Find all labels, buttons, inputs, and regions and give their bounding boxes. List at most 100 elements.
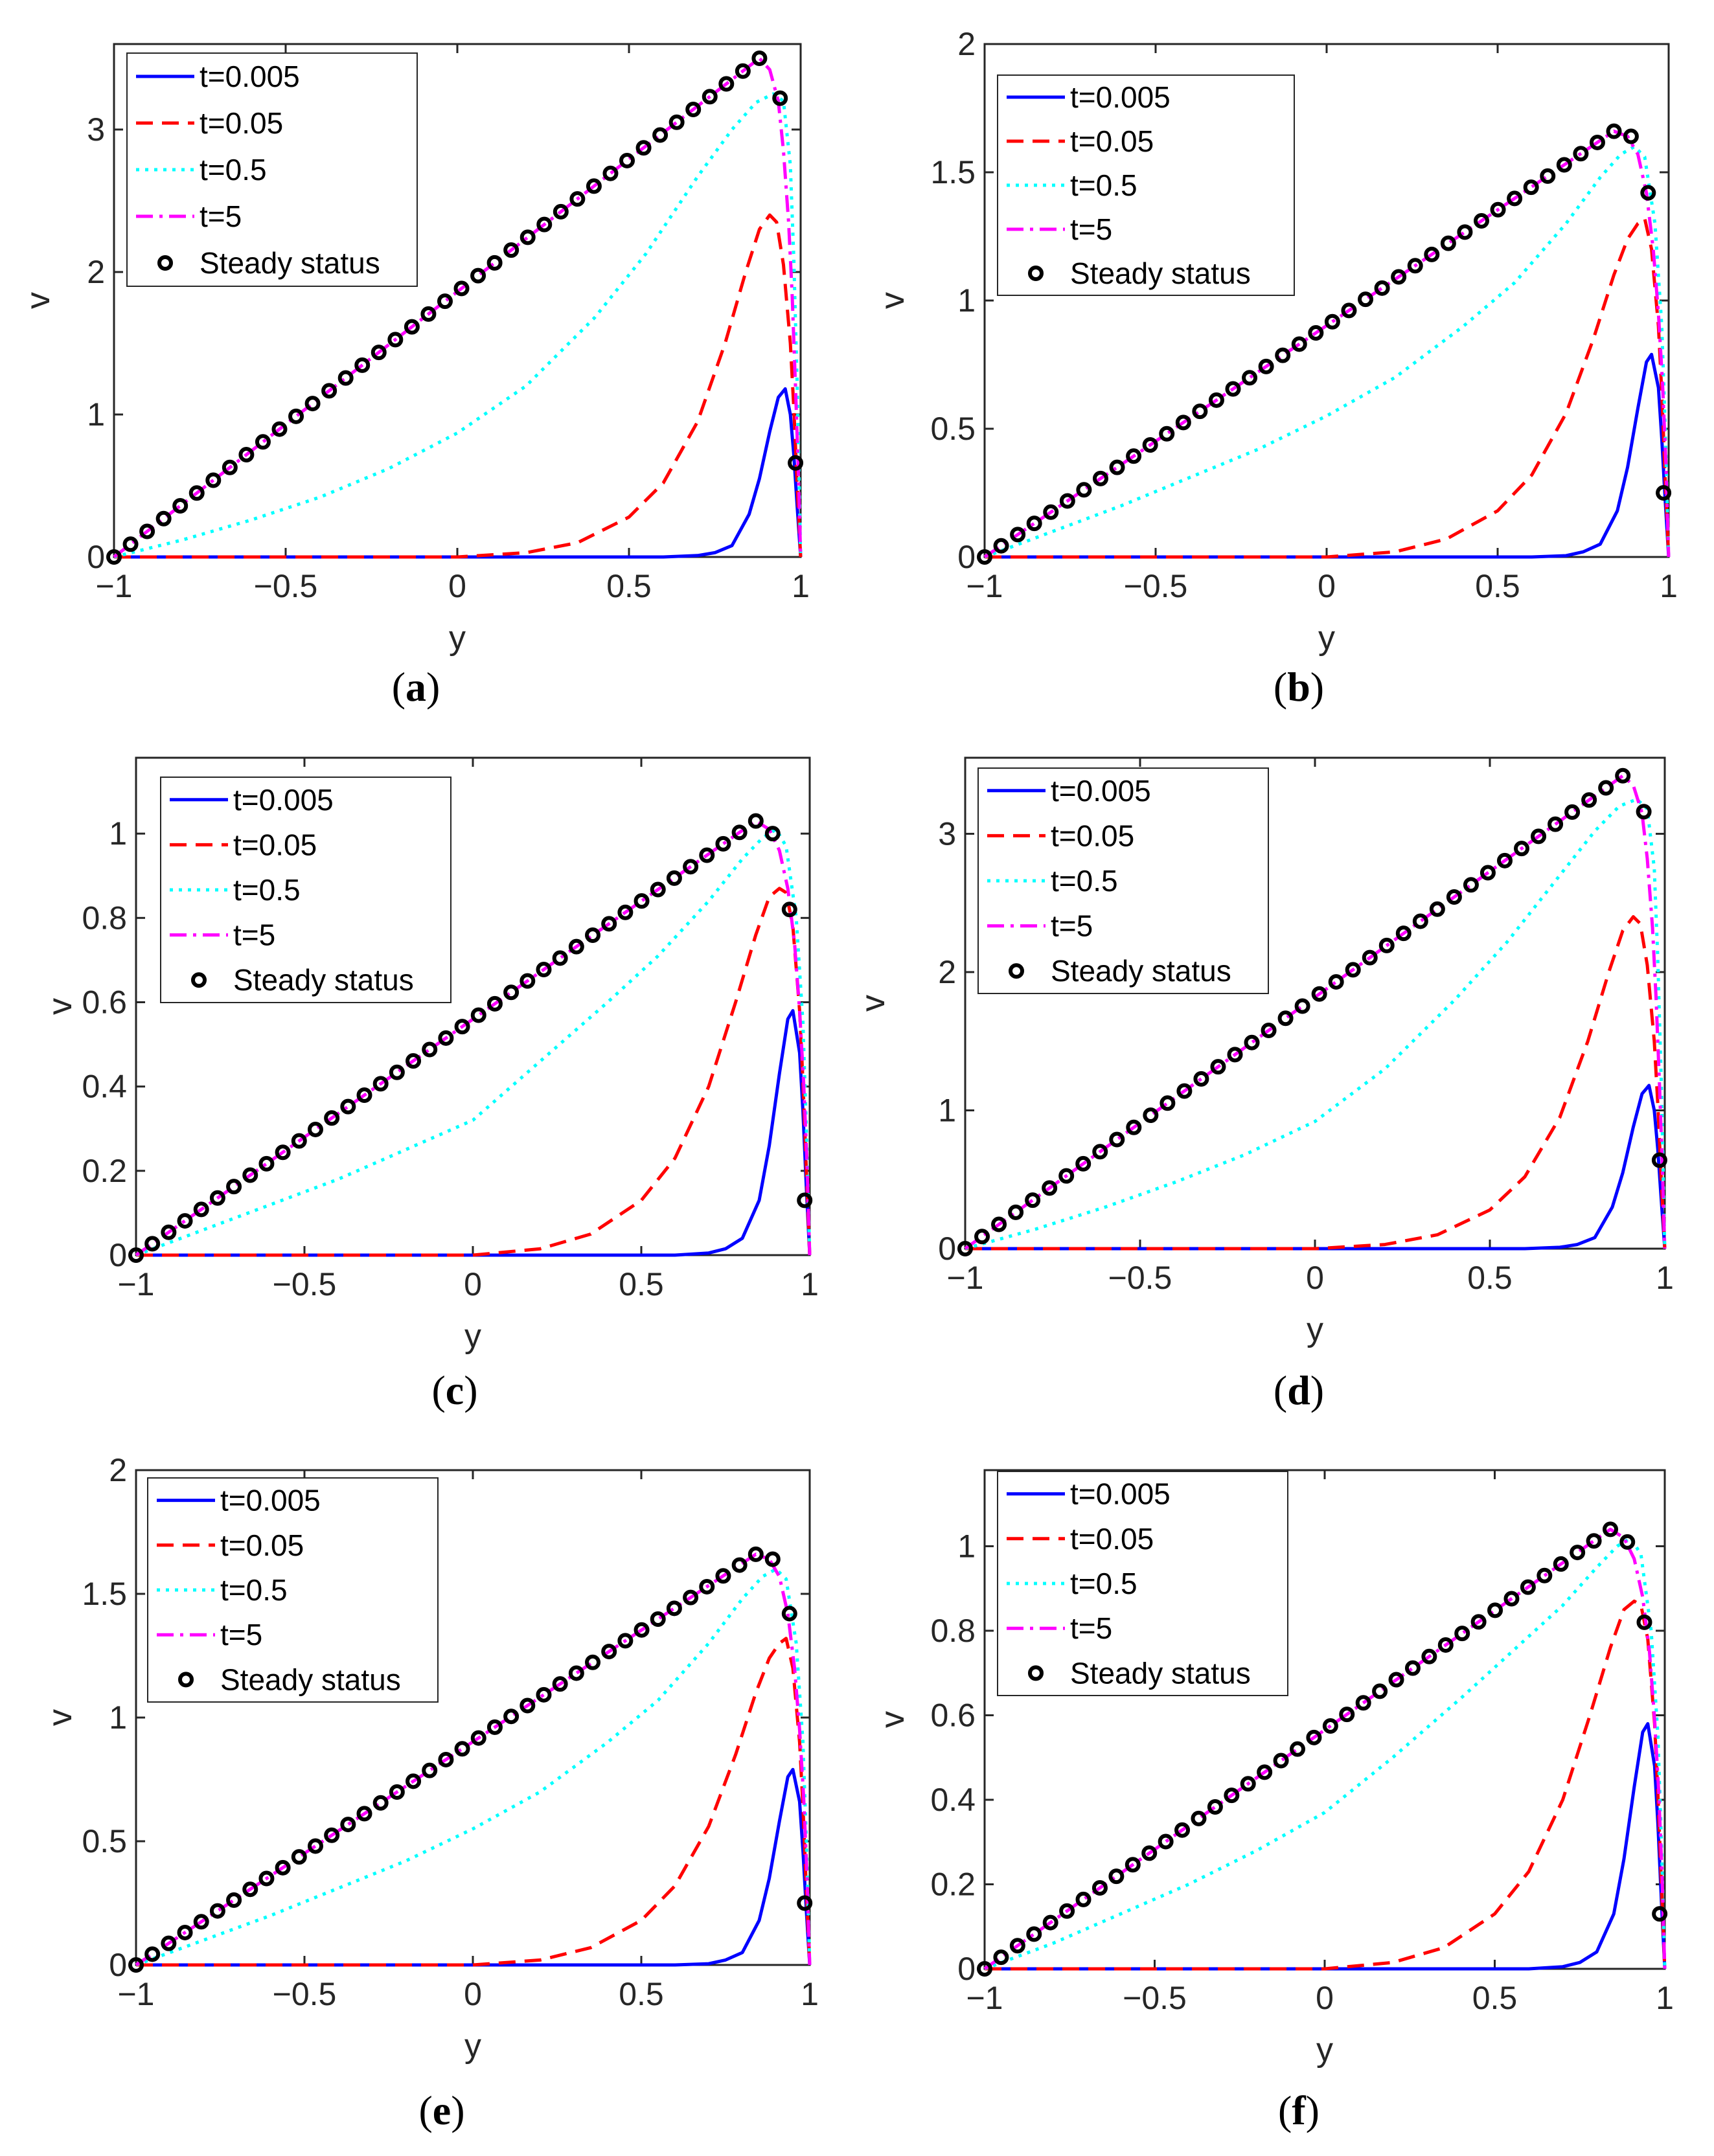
steady-marker bbox=[1570, 1545, 1586, 1561]
y-axis-label: v bbox=[874, 292, 911, 309]
legend-label-t-005: t=0.05 bbox=[233, 828, 317, 861]
caption-paren-close: ) bbox=[451, 2087, 464, 2133]
panel-caption: (e) bbox=[418, 2087, 464, 2133]
steady-marker bbox=[1240, 1776, 1256, 1792]
steady-marker bbox=[993, 538, 1009, 554]
caption-paren-open: ( bbox=[392, 664, 406, 710]
legend-label-t-05: t=0.5 bbox=[1070, 168, 1137, 202]
steady-marker bbox=[1125, 1857, 1141, 1873]
caption-paren-close: ) bbox=[1310, 1367, 1324, 1413]
x-tick-label: 0 bbox=[1318, 568, 1336, 604]
legend-label-t-5: t=5 bbox=[233, 918, 275, 952]
panel-caption: (f) bbox=[1278, 2087, 1320, 2133]
steady-marker bbox=[1192, 403, 1208, 420]
steady-marker bbox=[1092, 470, 1108, 486]
steady-marker bbox=[242, 1881, 258, 1898]
steady-marker bbox=[139, 523, 155, 539]
steady-marker bbox=[683, 1589, 699, 1606]
legend-label-t-0005: t=0.005 bbox=[220, 1484, 321, 1517]
steady-marker bbox=[209, 1903, 225, 1919]
y-tick-label: 0 bbox=[957, 539, 976, 575]
steady-marker bbox=[1636, 804, 1652, 820]
x-axis-label: y bbox=[1318, 619, 1335, 657]
steady-marker bbox=[781, 902, 797, 918]
steady-marker bbox=[503, 1708, 520, 1725]
steady-marker bbox=[1059, 1903, 1075, 1919]
steady-marker bbox=[797, 1895, 813, 1911]
steady-marker bbox=[1362, 949, 1378, 966]
steady-marker bbox=[1339, 1707, 1355, 1723]
legend-label-t-0005: t=0.005 bbox=[233, 783, 334, 817]
series-line-t-0005 bbox=[965, 1084, 1667, 1251]
steady-marker bbox=[1275, 347, 1291, 363]
legend-label-t-5: t=5 bbox=[1051, 909, 1093, 943]
steady-marker bbox=[668, 114, 685, 130]
steady-status-markers bbox=[957, 767, 1667, 1256]
steady-marker bbox=[797, 1192, 813, 1208]
steady-marker bbox=[1606, 123, 1622, 139]
y-axis-label: v bbox=[19, 292, 57, 309]
caption-letter: a bbox=[406, 664, 426, 710]
steady-marker bbox=[1142, 437, 1158, 453]
steady-marker bbox=[255, 434, 271, 450]
steady-marker bbox=[1208, 392, 1224, 408]
steady-marker bbox=[1640, 185, 1656, 201]
steady-marker bbox=[1025, 1192, 1041, 1208]
steady-marker bbox=[1407, 258, 1423, 274]
legend: t=0.005 t=0.05 t=0.5 t=5 Steady status bbox=[997, 1471, 1288, 1696]
legend-box bbox=[997, 74, 1295, 296]
steady-marker bbox=[751, 51, 768, 66]
caption-letter: b bbox=[1287, 664, 1310, 710]
steady-marker bbox=[993, 1949, 1009, 1966]
steady-marker bbox=[1429, 901, 1445, 917]
series-line-t-0005 bbox=[114, 387, 803, 559]
steady-marker bbox=[1075, 1155, 1091, 1172]
steady-marker bbox=[438, 1751, 454, 1767]
steady-marker bbox=[422, 1762, 438, 1778]
steady-marker bbox=[1294, 998, 1310, 1014]
legend-label-t-5: t=5 bbox=[1070, 1611, 1112, 1645]
series-line-t-5 bbox=[983, 1527, 1667, 1971]
y-axis-label: v bbox=[41, 1709, 79, 1726]
steady-marker bbox=[1109, 1131, 1125, 1148]
x-tick-label: −0.5 bbox=[273, 1976, 337, 2012]
steady-marker bbox=[1424, 246, 1440, 262]
steady-marker bbox=[788, 455, 804, 471]
steady-marker bbox=[1273, 1753, 1289, 1769]
steady-marker bbox=[340, 1817, 356, 1833]
steady-marker bbox=[372, 1076, 389, 1092]
steady-marker bbox=[291, 1133, 307, 1149]
steady-marker bbox=[437, 293, 453, 310]
steady-marker bbox=[387, 332, 404, 348]
steady-marker bbox=[288, 408, 304, 424]
y-tick-label: 0.8 bbox=[82, 900, 127, 936]
x-axis-label: y bbox=[464, 1317, 481, 1355]
steady-status-markers bbox=[106, 51, 804, 565]
steady-marker bbox=[1225, 381, 1241, 397]
steady-status-markers bbox=[128, 1546, 813, 1973]
chart-panel-e: −1 −0.5 0 0.5 1 0 0.5 1 1.5 2 y v t=0.005 t=0.05 t=0.5… bbox=[41, 1452, 819, 2133]
steady-marker bbox=[1109, 459, 1125, 475]
steady-marker bbox=[764, 826, 781, 842]
steady-marker bbox=[634, 893, 650, 909]
caption-letter: f bbox=[1292, 2087, 1306, 2133]
steady-marker bbox=[1556, 157, 1572, 173]
steady-marker bbox=[781, 1606, 797, 1622]
x-tick-label: −0.5 bbox=[1124, 568, 1188, 604]
x-tick-label: 1 bbox=[801, 1266, 819, 1302]
caption-letter: e bbox=[433, 2087, 451, 2133]
steady-marker bbox=[586, 178, 602, 194]
steady-marker bbox=[486, 255, 503, 271]
steady-marker bbox=[486, 995, 503, 1012]
steady-marker bbox=[1076, 482, 1092, 498]
steady-marker bbox=[420, 306, 437, 322]
steady-marker bbox=[977, 1961, 992, 1977]
chart-panel-c: −1 −0.5 0 0.5 1 0 0.2 0.4 0.6 0.8 1 y v t=0.005 t=0.05… bbox=[41, 756, 819, 1413]
steady-marker bbox=[1454, 1626, 1470, 1642]
caption-letter: c bbox=[446, 1367, 464, 1413]
steady-marker bbox=[122, 536, 139, 552]
steady-marker bbox=[1651, 1152, 1667, 1168]
legend-label-steady-status: Steady status bbox=[233, 963, 414, 997]
steady-marker bbox=[1480, 865, 1496, 881]
y-tick-label: 0 bbox=[109, 1947, 127, 1983]
